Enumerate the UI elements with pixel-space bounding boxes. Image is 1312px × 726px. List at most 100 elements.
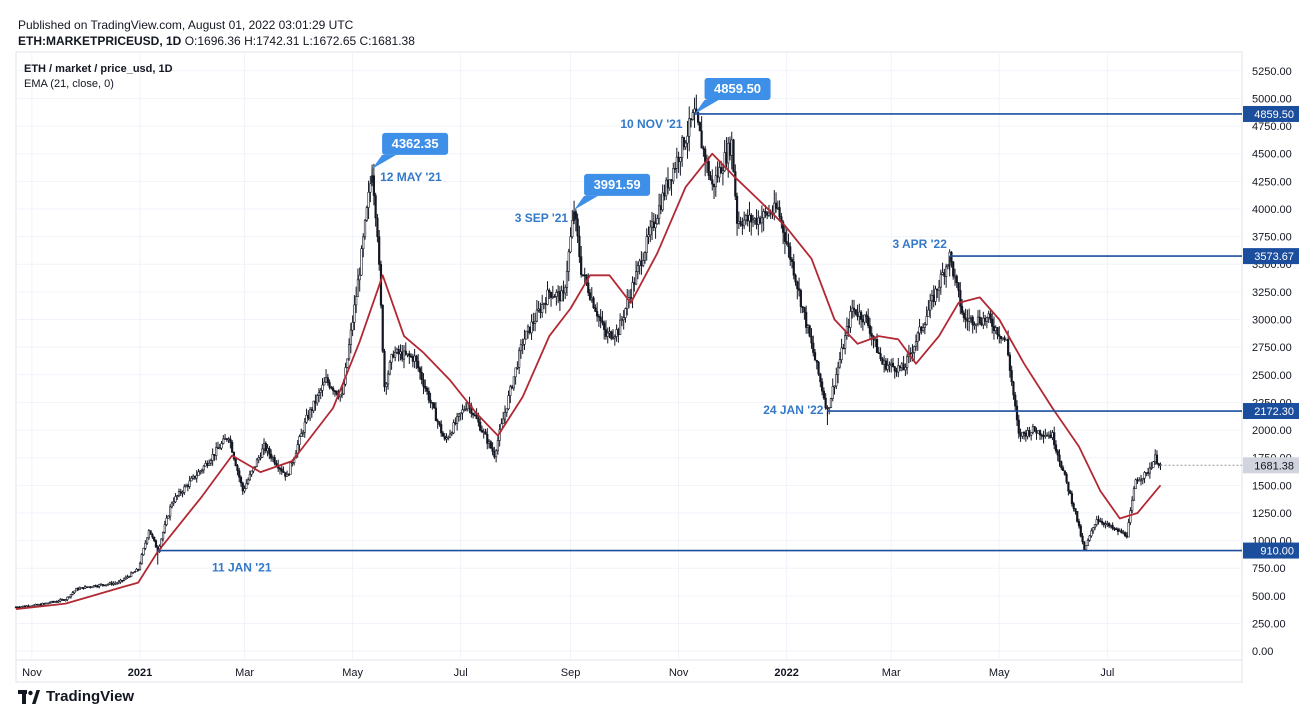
candle-body (975, 323, 978, 326)
date-annotation: 24 JAN '22 (763, 403, 824, 417)
candle-body (1019, 433, 1022, 437)
candle-body (1042, 435, 1045, 437)
candle-body (275, 462, 278, 466)
candle-body (404, 350, 407, 355)
candle-body (1115, 528, 1118, 531)
candle-body (176, 495, 179, 497)
callout-label: 4859.50 (714, 81, 761, 96)
candle-body (32, 604, 35, 607)
candle-body (477, 418, 480, 423)
candle-body (712, 183, 716, 188)
candle-body (83, 586, 87, 590)
candle-body (271, 457, 274, 459)
candle-body (1150, 467, 1153, 469)
candle-body (1093, 524, 1097, 528)
candle-body (689, 118, 693, 120)
candle-body (960, 306, 964, 314)
candle-body (213, 454, 216, 456)
candle-body (571, 220, 574, 238)
candle-body (1067, 481, 1070, 492)
candle-body (583, 274, 586, 277)
candle-body (852, 307, 856, 310)
tradingview-logo[interactable]: TradingView (18, 688, 134, 705)
plot-area[interactable] (15, 51, 1243, 683)
candle-body (826, 407, 829, 410)
candle-body (188, 480, 191, 487)
candle-body (673, 168, 677, 170)
candle-body (367, 191, 370, 208)
candle-body (87, 586, 90, 588)
candle-body (20, 606, 23, 608)
candle-body (615, 329, 618, 337)
y-tick-label: 0.00 (1252, 646, 1273, 658)
candle-body (1051, 432, 1054, 438)
candle-body (25, 605, 28, 608)
candle-body (151, 534, 154, 538)
candle-body (806, 325, 810, 328)
candle-body (71, 592, 74, 595)
candle-body (649, 226, 652, 236)
candle-body (1118, 530, 1121, 533)
candle-body (789, 246, 792, 260)
candle-body (1063, 470, 1066, 475)
candle-body (57, 600, 60, 603)
candle-body (1104, 523, 1107, 526)
callout-box (584, 173, 651, 196)
candle-body (1125, 535, 1128, 538)
candle-body (360, 248, 363, 276)
candle-body (633, 282, 636, 285)
candle-body (53, 601, 57, 603)
candle-body (117, 581, 120, 584)
candle-body (489, 441, 492, 449)
candle-body (549, 292, 553, 298)
price-axis[interactable]: 5250.00 5000.00 4750.00 4500.00 4250.00 4000.… (1252, 66, 1292, 658)
candle-body (774, 202, 778, 209)
candle-body (735, 195, 739, 224)
candle-body (142, 547, 145, 556)
candle-body (229, 438, 232, 443)
candle-body (1129, 510, 1132, 523)
candle-body (709, 175, 712, 181)
candle-body (1088, 535, 1091, 541)
candle-body (381, 305, 384, 352)
candle-body (514, 367, 517, 378)
candle-body (744, 215, 748, 221)
candle-body (927, 309, 930, 317)
candle-body (904, 367, 907, 371)
candle-body (140, 554, 143, 564)
candle-body (78, 587, 81, 590)
candle-body (596, 311, 599, 317)
candle-body (395, 348, 399, 353)
candle-body (321, 384, 324, 391)
candle-body (914, 341, 918, 347)
candle-body (1097, 519, 1100, 522)
candle-body (1008, 354, 1012, 371)
candle-body (675, 156, 678, 169)
candle-body (1022, 431, 1026, 434)
x-tick-label: Jul (1100, 667, 1114, 679)
candle-body (174, 496, 177, 503)
candle-body (110, 582, 113, 585)
candle-body (330, 386, 333, 389)
candle-body (1108, 523, 1111, 527)
candle-body (280, 468, 283, 472)
candle-body (753, 217, 756, 221)
candle-body (992, 326, 996, 332)
candle-body (1139, 479, 1143, 482)
candle-body (890, 362, 893, 365)
candle-body (124, 576, 127, 580)
candle-body (115, 582, 119, 585)
candle-body (417, 360, 420, 369)
candle-body (285, 473, 289, 477)
candle-body (452, 422, 455, 434)
candle-body (574, 211, 577, 220)
candle-body (516, 367, 519, 369)
callout-label: 4362.35 (392, 136, 439, 151)
candle-body (682, 137, 686, 148)
horizontal-levels[interactable]: 4859.50 3573.67 2172.30 910.00 1681.38 (157, 105, 1299, 559)
candle-body (971, 316, 974, 326)
candle-body (363, 220, 367, 238)
time-axis[interactable]: Nov 2021 Mar May Jul Sep Nov 2022 Mar May Jul (22, 667, 1114, 679)
callout-box (382, 132, 449, 155)
